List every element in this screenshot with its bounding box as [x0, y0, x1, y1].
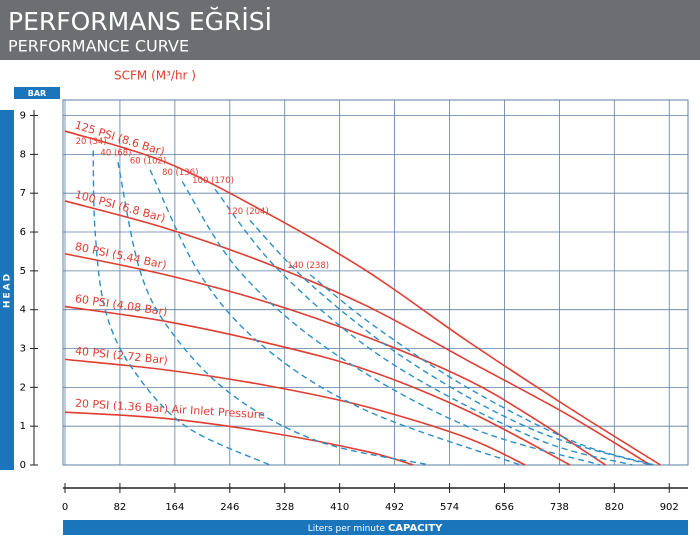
unit-box — [14, 87, 60, 99]
air-consumption-curve — [214, 188, 633, 466]
y-tick-label: 0 — [20, 460, 26, 471]
y-tick-label: 4 — [20, 305, 26, 316]
page-title: PERFORMANS EĞRİSİ — [8, 6, 272, 36]
air-consumption-curve — [181, 181, 601, 466]
pressure-curve — [64, 130, 661, 466]
air-consumption-curve — [309, 274, 655, 466]
x-tick-label: 246 — [220, 502, 239, 513]
page-subtitle: PERFORMANCE CURVE — [8, 37, 189, 56]
curve-label: 20 PSI (1.36 Bar) Air Inlet Pressure — [75, 397, 266, 422]
x-tick-label: 82 — [114, 502, 127, 513]
curve-label: 40 (68) — [100, 149, 131, 159]
y-tick-label: 2 — [20, 382, 26, 393]
x-tick-label: 328 — [275, 502, 294, 513]
pressure-curve — [64, 200, 651, 466]
y-tick-label: 5 — [20, 266, 26, 277]
y-tick-label: 6 — [20, 227, 26, 238]
pressure-curve — [64, 252, 607, 466]
curve-label: 100 (170) — [192, 176, 234, 186]
curve-label: 120 (204) — [227, 207, 269, 217]
y-tick-label: 8 — [20, 149, 26, 160]
pressure-curve — [64, 411, 414, 466]
x-tick-label: 492 — [385, 502, 404, 513]
x-tick-label: 410 — [330, 502, 349, 513]
x-tick-label: 574 — [440, 502, 459, 513]
air-consumption-curve — [249, 219, 651, 466]
x-tick-label: 738 — [550, 502, 569, 513]
x-label-emphasis: CAPACITY — [388, 523, 443, 534]
x-tick-label: 820 — [605, 502, 624, 513]
y-label-bar — [0, 110, 14, 470]
pressure-curve — [64, 358, 526, 466]
top-label: SCFM (M³/hr ) — [114, 69, 196, 83]
air-consumption-curve — [92, 150, 271, 466]
y-unit: BAR — [28, 89, 46, 98]
curve-label: 20 (34) — [76, 137, 107, 147]
y-tick-label: 7 — [20, 188, 26, 199]
x-tick-label: 164 — [165, 502, 184, 513]
pressure-curve — [64, 305, 571, 466]
x-tick-label: 902 — [660, 502, 679, 513]
x-tick-label: 656 — [495, 502, 514, 513]
y-tick-label: 9 — [20, 111, 26, 122]
curve-label: 40 PSI (2.72 Bar) — [74, 344, 168, 367]
x-label: Liters per minute CAPACITY — [308, 523, 443, 534]
curve-label: 60 (102) — [130, 156, 166, 166]
x-label-bar — [63, 520, 688, 535]
curve-label: 140 (238) — [287, 261, 329, 271]
y-tick-label: 3 — [20, 344, 26, 355]
air-consumption-curve — [149, 169, 521, 466]
y-label: HEAD — [3, 272, 13, 308]
curve-label: 80 (136) — [162, 168, 198, 178]
header-bar — [0, 0, 700, 60]
x-label-text: Liters per minute — [308, 524, 386, 534]
x-tick-label: 0 — [62, 502, 68, 513]
curve-label: 80 PSI (5.44 Bar) — [74, 240, 168, 272]
y-tick-label: 1 — [20, 421, 26, 432]
air-consumption-curve — [117, 161, 431, 466]
